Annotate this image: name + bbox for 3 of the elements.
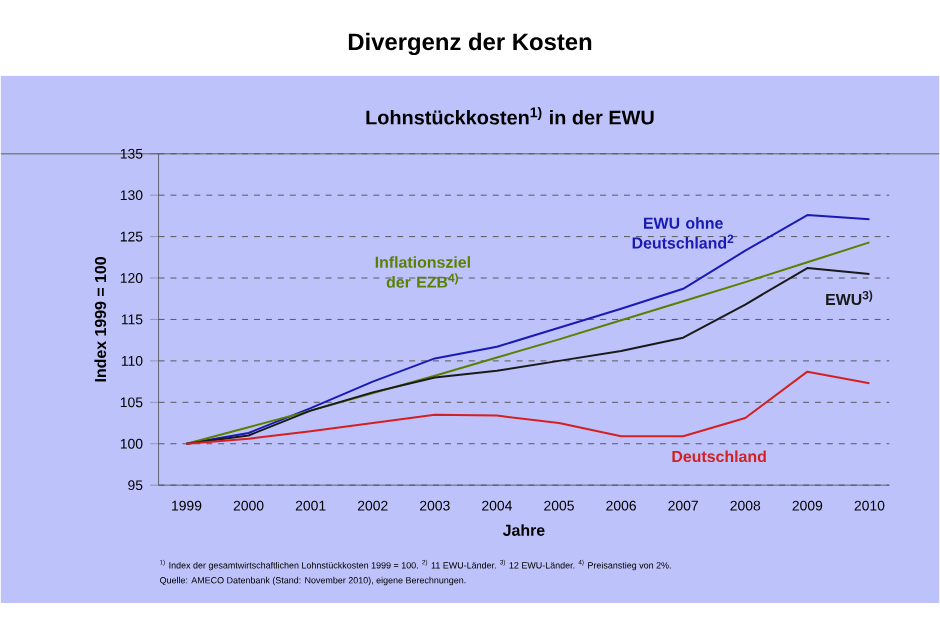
chart-title: Divergenz der Kosten xyxy=(348,32,592,55)
line-series xyxy=(185,370,871,445)
chart-subtitle: Lohnstückkosten$^{1)}$ in der EWU xyxy=(366,106,654,125)
